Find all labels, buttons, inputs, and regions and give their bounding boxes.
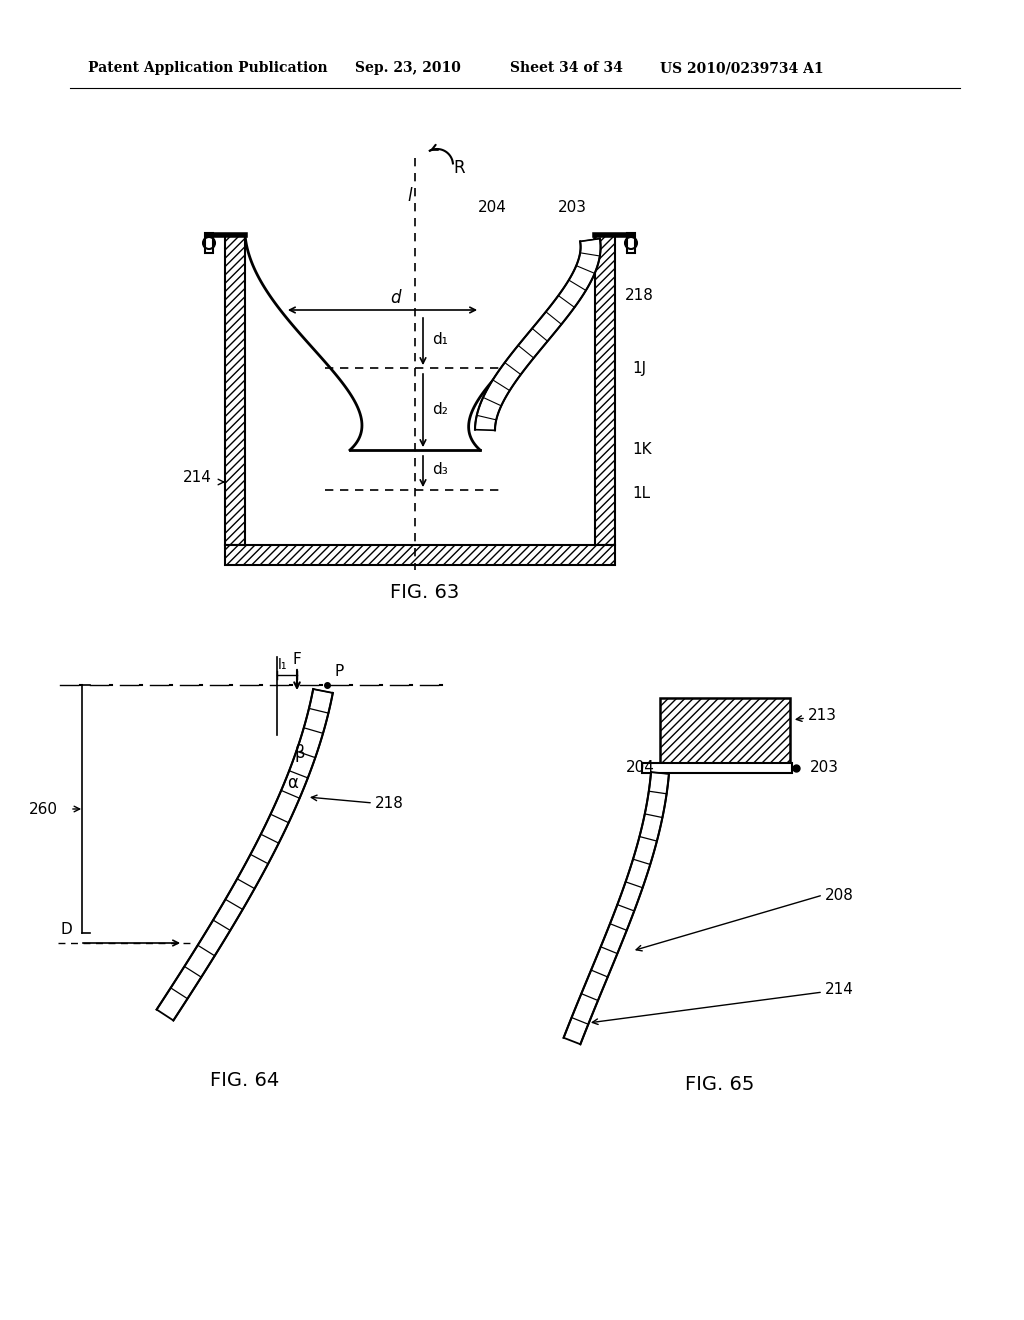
Polygon shape: [475, 239, 601, 430]
Text: d₃: d₃: [432, 462, 447, 478]
Text: D: D: [60, 921, 72, 936]
Text: 213: 213: [808, 709, 837, 723]
Text: FIG. 63: FIG. 63: [390, 582, 460, 602]
Text: 1J: 1J: [632, 360, 646, 375]
Text: 203: 203: [810, 759, 839, 775]
Text: 214: 214: [183, 470, 212, 486]
Text: 218: 218: [625, 288, 654, 302]
Text: l₁: l₁: [278, 657, 288, 672]
Text: d: d: [390, 289, 400, 308]
Text: P: P: [335, 664, 344, 678]
Text: Sheet 34 of 34: Sheet 34 of 34: [510, 61, 623, 75]
Text: β: β: [295, 744, 305, 762]
Polygon shape: [157, 689, 333, 1020]
Text: FIG. 65: FIG. 65: [685, 1076, 755, 1094]
Bar: [627, 234, 635, 253]
Bar: [595, 235, 615, 545]
Text: Sep. 23, 2010: Sep. 23, 2010: [355, 61, 461, 75]
Text: Patent Application Publication: Patent Application Publication: [88, 61, 328, 75]
Polygon shape: [563, 772, 669, 1044]
Text: 204: 204: [626, 760, 655, 776]
Bar: [225, 545, 615, 565]
Text: 218: 218: [375, 796, 403, 810]
Text: l: l: [407, 187, 412, 205]
Bar: [642, 763, 792, 774]
Text: d₁: d₁: [432, 331, 447, 346]
Text: 203: 203: [558, 201, 587, 215]
Text: R: R: [453, 158, 465, 177]
Text: 1L: 1L: [632, 486, 650, 500]
Bar: [205, 234, 213, 253]
Text: 214: 214: [825, 982, 854, 998]
Text: d₂: d₂: [432, 401, 447, 417]
Text: α: α: [288, 774, 298, 792]
Text: F: F: [293, 652, 301, 667]
Text: 1K: 1K: [632, 442, 651, 458]
Bar: [225, 235, 245, 545]
Text: FIG. 64: FIG. 64: [210, 1071, 280, 1089]
Text: 260: 260: [29, 801, 58, 817]
Text: US 2010/0239734 A1: US 2010/0239734 A1: [660, 61, 823, 75]
Bar: [660, 698, 790, 763]
Text: 204: 204: [478, 201, 507, 215]
Text: 208: 208: [825, 887, 854, 903]
